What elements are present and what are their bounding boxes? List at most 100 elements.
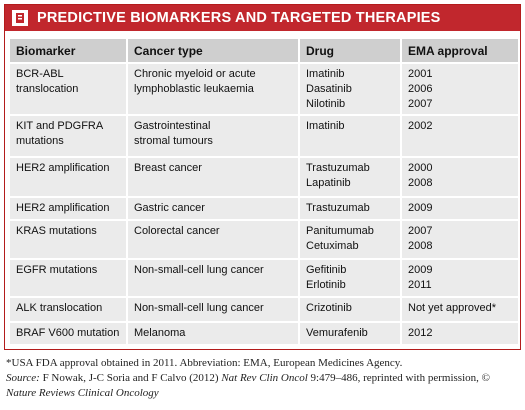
cell-line: Breast cancer bbox=[134, 162, 202, 174]
cell: BCR-ABL translocation bbox=[8, 62, 128, 116]
cell-line: 2011 bbox=[408, 279, 432, 291]
header-row: Biomarker Cancer type Drug EMA approval bbox=[8, 37, 520, 64]
cell-line: Panitumumab bbox=[306, 225, 374, 237]
column-header: Cancer type bbox=[126, 37, 300, 64]
cell-line: stromal tumours bbox=[134, 135, 213, 147]
cell: KIT and PDGFRA mutations bbox=[8, 114, 128, 158]
cell-line: Crizotinib bbox=[306, 302, 352, 314]
cell: Colorectal cancer bbox=[126, 219, 300, 260]
cell-line: Trastuzumab bbox=[306, 162, 370, 174]
cell-line: mutations bbox=[16, 135, 64, 147]
cell-line: 2009 bbox=[408, 202, 433, 214]
cell-line: 2008 bbox=[408, 240, 433, 252]
source-part: F Nowak, J-C Soria and F Calvo (2012) bbox=[39, 372, 222, 384]
cell: 2002 bbox=[400, 114, 520, 158]
cell-line: 2001 bbox=[408, 68, 433, 80]
source-part: Nature Reviews Clinical Oncology bbox=[6, 387, 159, 399]
cell: Crizotinib bbox=[298, 296, 402, 323]
column-header: EMA approval bbox=[400, 37, 520, 64]
cell: Breast cancer bbox=[126, 156, 300, 198]
cell: HER2 amplification bbox=[8, 196, 128, 221]
cell: Gastric cancer bbox=[126, 196, 300, 221]
cell-line: Chronic myeloid or acute bbox=[134, 68, 256, 80]
cell: HER2 amplification bbox=[8, 156, 128, 198]
cell-line: Cetuximab bbox=[306, 240, 359, 252]
cell-line: Gefitinib bbox=[306, 264, 347, 276]
cell-line: translocation bbox=[16, 83, 79, 95]
cell: Not yet approved* bbox=[400, 296, 520, 323]
source-part: 9:479–486, reprinted with permission, © bbox=[307, 372, 490, 384]
cell: 2000 2008 bbox=[400, 156, 520, 198]
cell: Gastrointestinal stromal tumours bbox=[126, 114, 300, 158]
cell-line: Gastric cancer bbox=[134, 202, 205, 214]
cell: ALK translocation bbox=[8, 296, 128, 323]
cell-line: HER2 amplification bbox=[16, 162, 110, 174]
row: ALK translocation Non-small-cell lung can… bbox=[8, 296, 520, 323]
cell-line: HER2 amplification bbox=[16, 202, 110, 214]
cell: Imatinib Dasatinib Nilotinib bbox=[298, 62, 402, 116]
cell: Chronic myeloid or acute lymphoblastic le… bbox=[126, 62, 300, 116]
column-header: Drug bbox=[298, 37, 402, 64]
source-part: Source: bbox=[6, 372, 40, 384]
cell-line: Colorectal cancer bbox=[134, 225, 220, 237]
cell: 2007 2008 bbox=[400, 219, 520, 260]
column-header: Biomarker bbox=[8, 37, 128, 64]
cell-line: Melanoma bbox=[134, 327, 186, 339]
cell-line: Imatinib bbox=[306, 120, 345, 132]
row: BCR-ABL translocation Chronic myeloid or a… bbox=[8, 62, 520, 116]
cell: 2009 2011 bbox=[400, 258, 520, 298]
row: HER2 amplification Breast cancer Trastuzum… bbox=[8, 156, 520, 198]
cell-line: 2002 bbox=[408, 120, 433, 132]
cell-line: Imatinib bbox=[306, 68, 345, 80]
cell-line: Gastrointestinal bbox=[134, 120, 211, 132]
cell-line: 2000 bbox=[408, 162, 433, 174]
cell: Vemurafenib bbox=[298, 321, 402, 346]
cell: Melanoma bbox=[126, 321, 300, 346]
cell-line: Non-small-cell lung cancer bbox=[134, 302, 264, 314]
row: BRAF V600 mutation Melanoma Vemurafenib 201… bbox=[8, 321, 520, 346]
cell: 2001 2006 2007 bbox=[400, 62, 520, 116]
cell-line: 2009 bbox=[408, 264, 433, 276]
cell-line: Not yet approved* bbox=[408, 302, 497, 314]
cell-line: 2006 bbox=[408, 83, 433, 95]
cell: Non-small-cell lung cancer bbox=[126, 296, 300, 323]
panel: PREDICTIVE BIOMARKERS AND TARGETED THERA… bbox=[4, 4, 521, 350]
cell-line: Nilotinib bbox=[306, 98, 346, 110]
cell-line: Trastuzumab bbox=[306, 202, 370, 214]
footnote: *USA FDA approval obtained in 2011. Abbr… bbox=[6, 356, 518, 401]
cell-line: BRAF V600 mutation bbox=[16, 327, 120, 339]
cell-line: lymphoblastic leukaemia bbox=[134, 83, 254, 95]
row: EGFR mutations Non-small-cell lung cancer… bbox=[8, 258, 520, 298]
cell-line: BCR-ABL bbox=[16, 68, 64, 80]
source-part: Nat Rev Clin Oncol bbox=[221, 372, 308, 384]
cell-line: 2007 bbox=[408, 98, 433, 110]
cell-line: KIT and PDGFRA bbox=[16, 120, 104, 132]
title: PREDICTIVE BIOMARKERS AND TARGETED THERA… bbox=[37, 10, 441, 26]
title-bar: PREDICTIVE BIOMARKERS AND TARGETED THERA… bbox=[5, 5, 520, 31]
cell-line: Dasatinib bbox=[306, 83, 352, 95]
cell-line: Vemurafenib bbox=[306, 327, 368, 339]
row: KRAS mutations Colorectal cancer Panitumum… bbox=[8, 219, 520, 260]
cell-line: EGFR mutations bbox=[16, 264, 98, 276]
cell: Non-small-cell lung cancer bbox=[126, 258, 300, 298]
cell: Trastuzumab bbox=[298, 196, 402, 221]
source: Source: F Nowak, J-C Soria and F Calvo (… bbox=[6, 371, 518, 401]
note: *USA FDA approval obtained in 2011. Abbr… bbox=[6, 357, 403, 369]
cell-line: 2012 bbox=[408, 327, 433, 339]
cell: 2009 bbox=[400, 196, 520, 221]
cell-line: ALK translocation bbox=[16, 302, 103, 314]
table: Biomarker Cancer type Drug EMA approval BCR… bbox=[8, 37, 520, 346]
cell: Panitumumab Cetuximab bbox=[298, 219, 402, 260]
cell: Gefitinib Erlotinib bbox=[298, 258, 402, 298]
row: HER2 amplification Gastric cancer Trastuzu… bbox=[8, 196, 520, 221]
cell-line: Erlotinib bbox=[306, 279, 346, 291]
cell-line: Lapatinib bbox=[306, 177, 351, 189]
cell-line: 2007 bbox=[408, 225, 433, 237]
cell-line: KRAS mutations bbox=[16, 225, 97, 237]
cell: EGFR mutations bbox=[8, 258, 128, 298]
cell: BRAF V600 mutation bbox=[8, 321, 128, 346]
cell: KRAS mutations bbox=[8, 219, 128, 260]
cell-line: Non-small-cell lung cancer bbox=[134, 264, 264, 276]
cell-line: 2008 bbox=[408, 177, 433, 189]
